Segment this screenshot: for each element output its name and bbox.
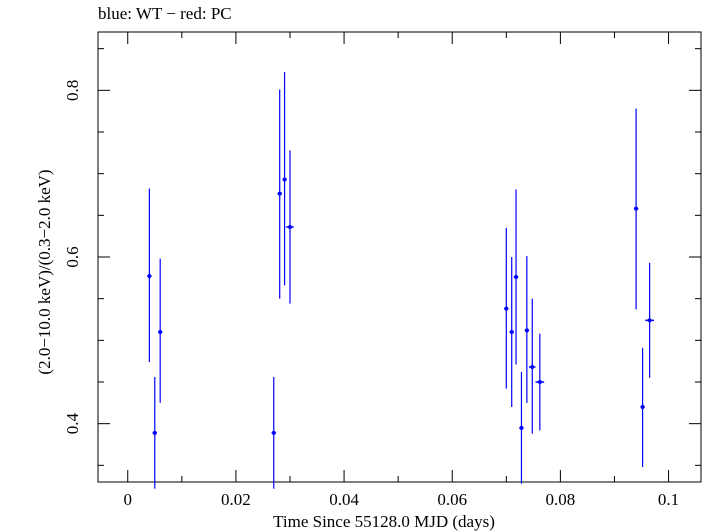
- x-tick-label: 0: [123, 490, 132, 509]
- y-tick-label: 0.4: [63, 413, 82, 435]
- x-tick-label: 0.08: [546, 490, 576, 509]
- point-marker: [509, 330, 514, 334]
- axis-tick-labels: 0 0.02 0.04 0.06 0.08 0.1 0.4 0.6 0.8: [63, 80, 679, 509]
- data-point: [277, 89, 282, 299]
- point-marker: [147, 274, 152, 279]
- data-point: [513, 189, 519, 365]
- x-axis-label: Time Since 55128.0 MJD (days): [273, 512, 495, 531]
- x-tick-label: 0.06: [437, 490, 467, 509]
- y-tick-label: 0.8: [63, 80, 82, 101]
- data-point: [271, 377, 276, 489]
- data-points: [147, 72, 654, 489]
- point-marker: [277, 191, 282, 196]
- point-marker: [271, 430, 276, 435]
- point-marker: [282, 177, 287, 182]
- point-marker: [530, 365, 535, 369]
- point-marker: [647, 318, 652, 323]
- data-point: [286, 150, 294, 304]
- data-point: [640, 347, 645, 467]
- data-point: [158, 258, 163, 403]
- x-tick-label: 0.1: [658, 490, 679, 509]
- point-marker: [519, 425, 524, 430]
- point-marker: [287, 225, 292, 229]
- data-point: [504, 227, 509, 389]
- point-marker: [514, 275, 519, 279]
- data-point: [524, 256, 530, 403]
- data-point: [282, 72, 287, 286]
- data-point: [147, 188, 152, 362]
- data-point: [645, 262, 654, 378]
- y-tick-label: 0.6: [63, 246, 82, 267]
- data-point: [535, 333, 545, 431]
- data-point: [529, 298, 536, 434]
- plot-frame: [97, 31, 702, 483]
- x-tick-label: 0.02: [221, 490, 251, 509]
- point-marker: [634, 206, 639, 211]
- y-axis-label: (2.0−10.0 keV)/(0.3−2.0 keV): [35, 169, 54, 374]
- data-point: [519, 372, 524, 484]
- point-marker: [158, 330, 163, 334]
- point-marker: [524, 328, 529, 333]
- point-marker: [640, 405, 645, 409]
- point-marker: [504, 306, 509, 311]
- x-tick-label: 0.04: [329, 490, 359, 509]
- data-point: [509, 257, 514, 407]
- chart-title: blue: WT − red: PC: [98, 4, 232, 23]
- data-point: [633, 108, 639, 310]
- axis-ticks: [98, 32, 701, 482]
- data-point: [152, 377, 157, 489]
- point-marker: [152, 430, 157, 435]
- point-marker: [537, 380, 542, 384]
